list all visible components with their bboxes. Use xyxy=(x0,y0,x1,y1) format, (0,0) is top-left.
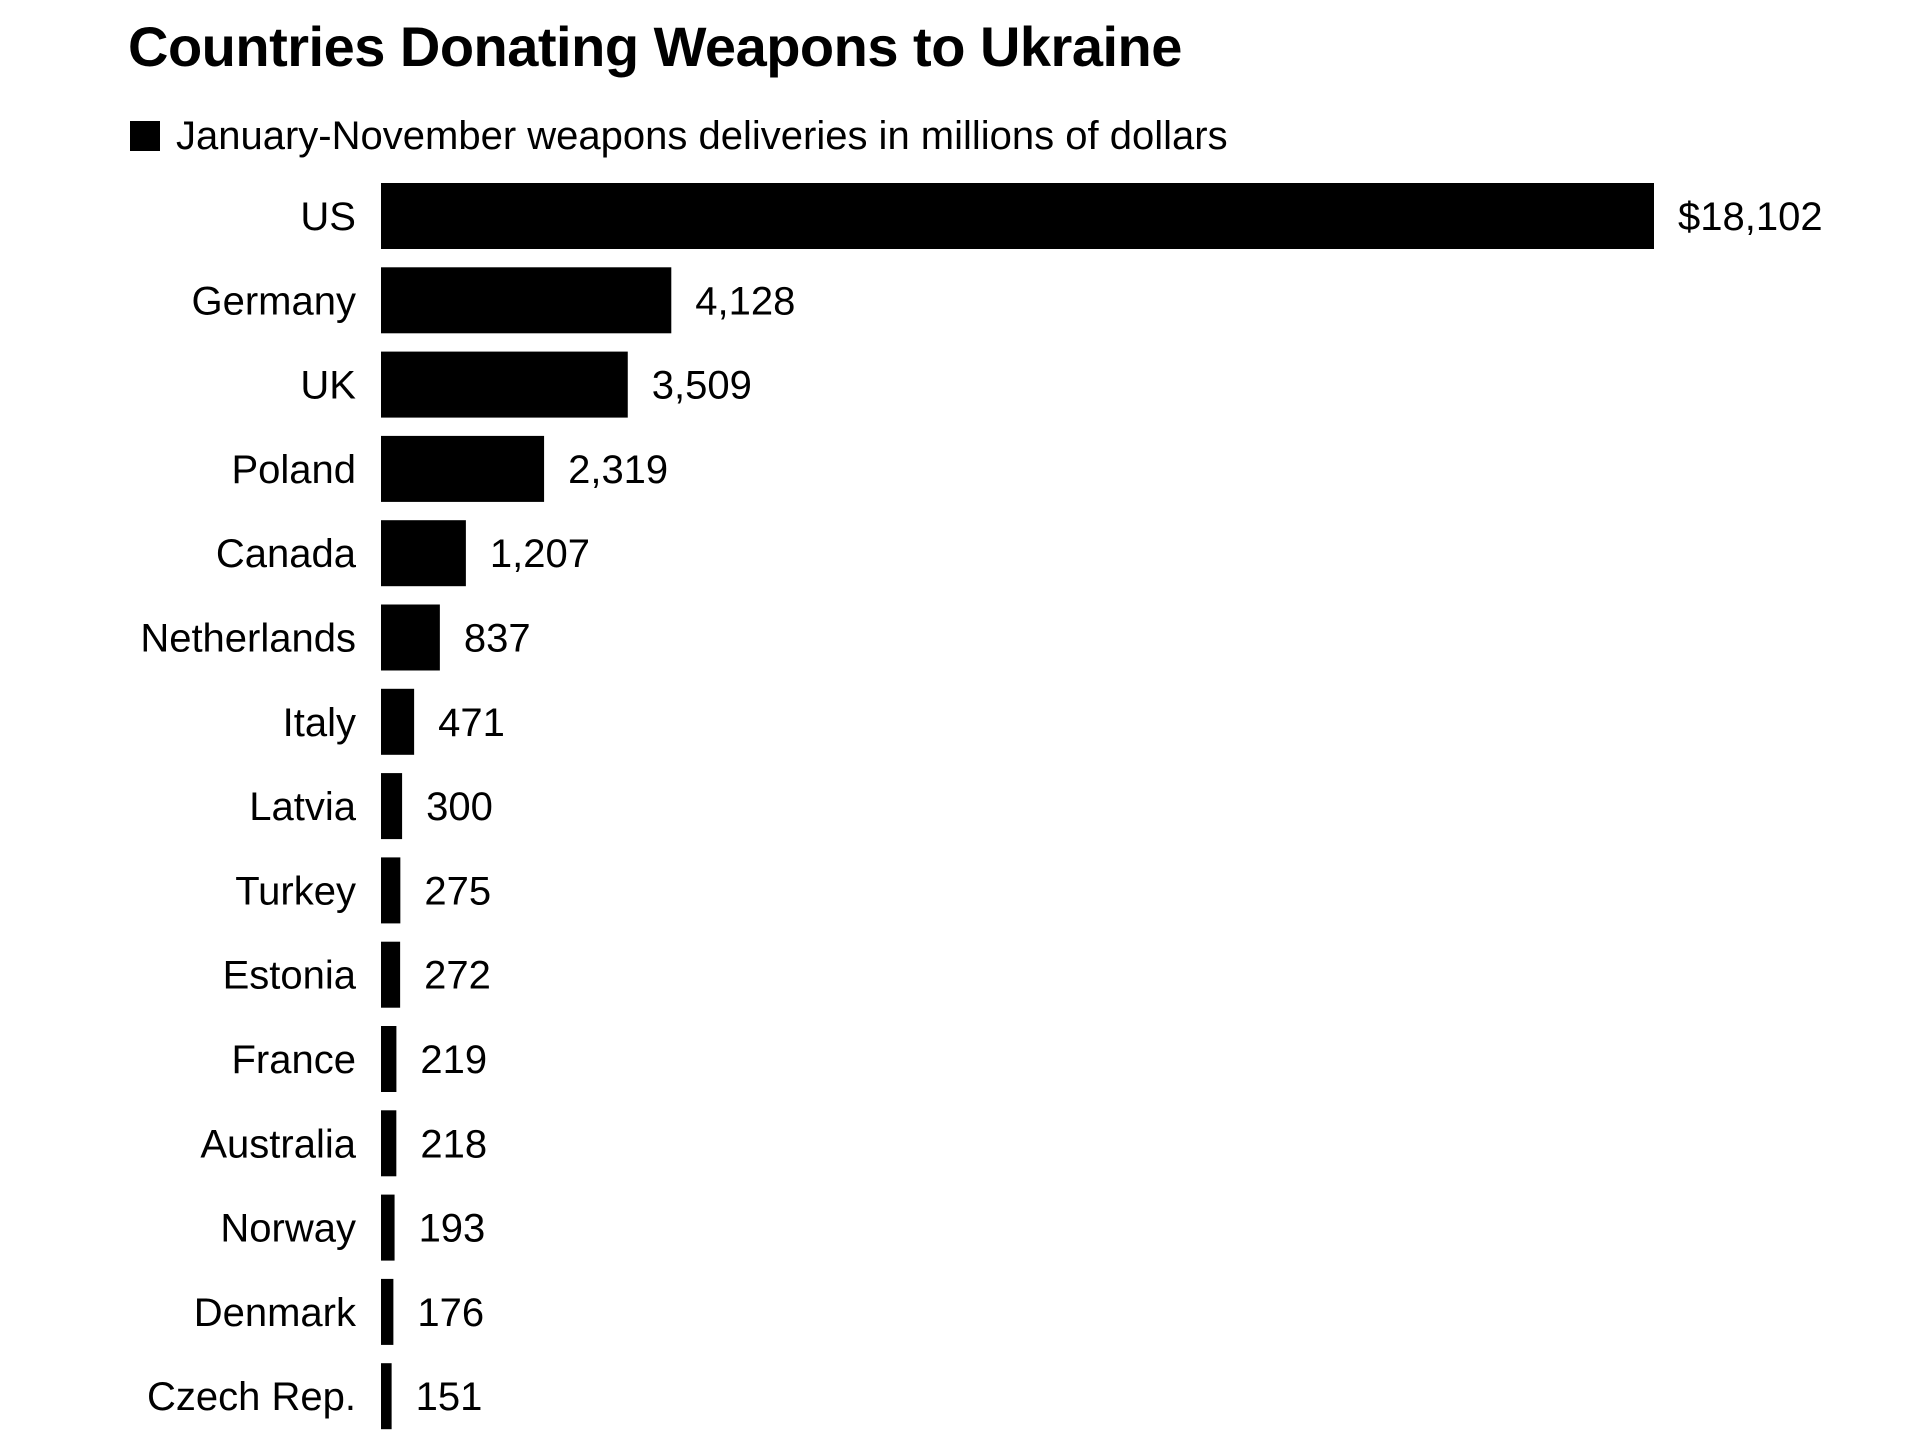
category-label: Denmark xyxy=(194,1291,357,1335)
bar xyxy=(381,1026,397,1092)
chart-title: Countries Donating Weapons to Ukraine xyxy=(128,15,1182,78)
bar xyxy=(381,1194,395,1261)
value-label: 176 xyxy=(417,1291,484,1335)
value-label: 218 xyxy=(420,1122,487,1166)
bar xyxy=(381,773,403,840)
bar xyxy=(381,857,401,924)
value-label: 300 xyxy=(426,785,493,829)
value-label: 4,128 xyxy=(695,279,795,323)
bar xyxy=(381,604,440,671)
category-label: Estonia xyxy=(223,954,357,998)
bar xyxy=(381,941,401,1008)
bar xyxy=(381,1363,392,1430)
category-label: Latvia xyxy=(249,785,356,829)
category-label: UK xyxy=(300,364,356,408)
value-label: 837 xyxy=(464,617,531,661)
value-label: 193 xyxy=(419,1207,486,1251)
bar xyxy=(381,1278,394,1345)
value-label: 471 xyxy=(438,701,505,745)
category-label: Turkey xyxy=(235,869,356,913)
category-label: France xyxy=(232,1038,357,1082)
legend: January-November weapons deliveries in m… xyxy=(130,108,1228,164)
bar xyxy=(381,435,545,502)
category-label: Czech Rep. xyxy=(147,1375,356,1419)
bar xyxy=(381,1110,397,1177)
category-label: Italy xyxy=(283,701,356,745)
bar xyxy=(381,688,415,755)
category-label: Germany xyxy=(192,279,357,323)
value-label: 272 xyxy=(424,954,491,998)
category-label: Australia xyxy=(200,1122,356,1166)
bar xyxy=(381,520,466,587)
category-label: Norway xyxy=(220,1207,356,1251)
legend-swatch xyxy=(130,121,160,151)
value-label: 151 xyxy=(416,1375,483,1419)
legend-label: January-November weapons deliveries in m… xyxy=(176,113,1228,158)
category-label: Netherlands xyxy=(140,617,356,661)
value-label: 219 xyxy=(420,1038,487,1082)
value-label: $18,102 xyxy=(1678,195,1823,239)
category-label: Canada xyxy=(216,532,357,576)
bar xyxy=(381,183,1654,249)
value-label: 275 xyxy=(424,869,491,913)
category-label: US xyxy=(300,195,356,239)
bar xyxy=(381,267,672,334)
value-label: 1,207 xyxy=(490,532,590,576)
value-label: 2,319 xyxy=(568,448,668,492)
category-label: Poland xyxy=(231,448,356,492)
value-label: 3,509 xyxy=(652,364,752,408)
bar xyxy=(381,351,628,418)
